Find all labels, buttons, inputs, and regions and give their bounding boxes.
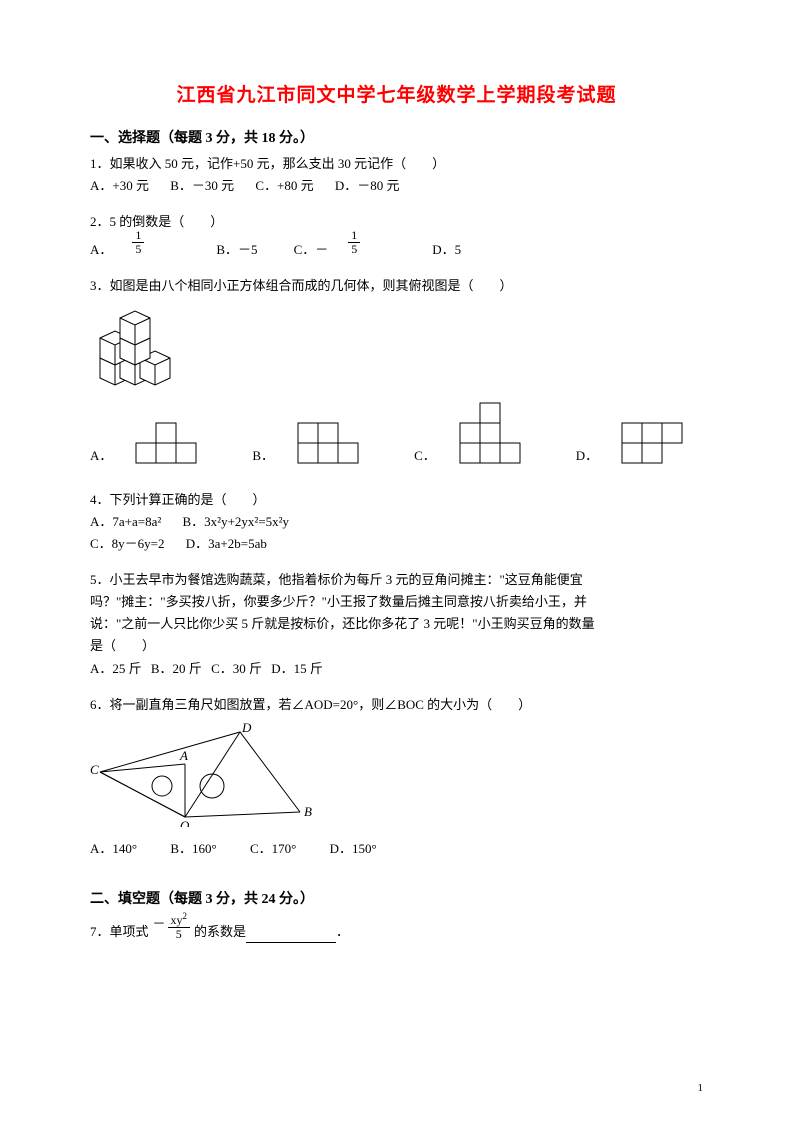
q7-prefix: 7．单项式 bbox=[90, 921, 149, 943]
fraction-den: 5 bbox=[132, 243, 144, 256]
question-4-options: A．7a+a=8a² B．3x²y+2yx²=5x²y bbox=[90, 511, 703, 533]
q3-option-a: A． bbox=[90, 419, 204, 467]
q2-option-c-label: C．－ bbox=[294, 239, 329, 261]
label-c: C bbox=[90, 762, 99, 777]
question-4: 4．下列计算正确的是（ ） A．7a+a=8a² B．3x²y+2yx²=5x²… bbox=[90, 489, 703, 555]
q5-line1: 5．小王去早市为餐馆选购蔬菜，他指着标价为每斤 3 元的豆角问摊主："这豆角能便… bbox=[90, 569, 703, 591]
question-2: 2．5 的倒数是（ ） A． 1 5 B．－5 C．－ 1 5 D．5 bbox=[90, 211, 703, 260]
q1-option-c: C．+80 元 bbox=[255, 175, 313, 197]
question-7: 7．单项式 － xy2 5 的系数是 ． bbox=[90, 914, 703, 943]
q7-blank bbox=[246, 928, 336, 943]
topview-c-icon bbox=[458, 399, 528, 467]
q4-option-c: C．8y－6y=2 bbox=[90, 533, 165, 555]
label-a: A bbox=[179, 748, 188, 763]
q5-line4: 是（ ） bbox=[90, 635, 703, 657]
question-5: 5．小王去早市为餐馆选购蔬菜，他指着标价为每斤 3 元的豆角问摊主："这豆角能便… bbox=[90, 569, 703, 679]
q2-option-b: B．－5 bbox=[216, 239, 257, 261]
q5-option-c: C．30 斤 bbox=[211, 658, 262, 680]
q2-option-a-label: A． bbox=[90, 239, 112, 261]
q7-den: 5 bbox=[168, 928, 191, 941]
q4-option-a: A．7a+a=8a² bbox=[90, 511, 161, 533]
document-title: 江西省九江市同文中学七年级数学上学期段考试题 bbox=[90, 80, 703, 107]
q5-line2: 吗？"摊主："多买按八折，你要多少斤？"小王报了数量后摊主同意按八折卖给小王，并 bbox=[90, 591, 703, 613]
cubes-3d-icon bbox=[90, 303, 200, 388]
fraction-num: 1 bbox=[132, 229, 144, 243]
question-2-options: A． 1 5 B．－5 C．－ 1 5 D．5 bbox=[90, 233, 703, 260]
q6-figure: C D A O B bbox=[90, 722, 703, 834]
question-6: 6．将一副直角三角尺如图放置，若∠AOD=20°，则∠BOC 的大小为（ ） bbox=[90, 694, 703, 860]
label-b: B bbox=[304, 804, 312, 819]
q3-option-a-label: A． bbox=[90, 445, 112, 467]
q5-option-d: D．15 斤 bbox=[271, 658, 323, 680]
question-3: 3．如图是由八个相同小正方体组合而成的几何体，则其俯视图是（ ） bbox=[90, 275, 703, 467]
q5-line3: 说："之前一人只比你少买 5 斤就是按标价，还比你多花了 3 元呢！"小王购买豆… bbox=[90, 613, 703, 635]
q2-option-c: C．－ 1 5 bbox=[294, 233, 397, 260]
section-1-heading: 一、选择题（每题 3 分，共 18 分。） bbox=[90, 127, 703, 147]
q6-option-a: A．140° bbox=[90, 838, 137, 860]
q4-option-d: D．3a+2b=5ab bbox=[186, 533, 267, 555]
triangle-setsquare-icon: C D A O B bbox=[90, 722, 320, 827]
question-4-options-2: C．8y－6y=2 D．3a+2b=5ab bbox=[90, 533, 703, 555]
question-1: 1．如果收入 50 元，记作+50 元，那么支出 30 元记作（ ） A．+30… bbox=[90, 153, 703, 197]
topview-a-icon bbox=[134, 419, 204, 467]
question-1-text: 1．如果收入 50 元，记作+50 元，那么支出 30 元记作（ ） bbox=[90, 153, 703, 175]
question-4-text: 4．下列计算正确的是（ ） bbox=[90, 489, 703, 511]
q7-num-text: xy bbox=[171, 913, 183, 927]
q4-option-b: B．3x²y+2yx²=5x²y bbox=[183, 511, 290, 533]
page-number: 1 bbox=[698, 1082, 704, 1094]
fraction-1-5: 1 5 bbox=[132, 229, 162, 256]
question-3-options: A． B． bbox=[90, 399, 703, 467]
q5-option-a: A．25 斤 bbox=[90, 658, 142, 680]
topview-d-icon bbox=[620, 419, 690, 467]
q7-num-sup: 2 bbox=[183, 911, 188, 921]
q2-option-d: D．5 bbox=[432, 239, 461, 261]
q1-option-d: D．－80 元 bbox=[335, 175, 400, 197]
q7-mid: 的系数是 bbox=[194, 921, 246, 943]
q3-option-d-label: D． bbox=[576, 445, 598, 467]
label-d: D bbox=[241, 722, 252, 735]
q7-neg: － bbox=[153, 913, 166, 935]
q3-option-c-label: C． bbox=[414, 445, 436, 467]
question-6-text: 6．将一副直角三角尺如图放置，若∠AOD=20°，则∠BOC 的大小为（ ） bbox=[90, 694, 703, 716]
question-2-text: 2．5 的倒数是（ ） bbox=[90, 211, 703, 233]
page: 江西省九江市同文中学七年级数学上学期段考试题 一、选择题（每题 3 分，共 18… bbox=[0, 0, 793, 1122]
q6-option-d: D．150° bbox=[330, 838, 377, 860]
question-5-options: A．25 斤 B．20 斤 C．30 斤 D．15 斤 bbox=[90, 658, 703, 680]
label-o: O bbox=[180, 818, 190, 827]
q7-num: xy2 bbox=[168, 912, 191, 928]
question-6-options: A．140° B．160° C．170° D．150° bbox=[90, 838, 703, 860]
q2-option-a: A． 1 5 bbox=[90, 233, 180, 260]
q6-option-b: B．160° bbox=[170, 838, 216, 860]
question-3-text: 3．如图是由八个相同小正方体组合而成的几何体，则其俯视图是（ ） bbox=[90, 275, 703, 297]
q3-option-d: D． bbox=[576, 419, 690, 467]
q5-option-b: B．20 斤 bbox=[151, 658, 202, 680]
section-2-heading: 二、填空题（每题 3 分，共 24 分。） bbox=[90, 888, 703, 908]
q1-option-b: B．－30 元 bbox=[170, 175, 234, 197]
q6-option-c: C．170° bbox=[250, 838, 296, 860]
q3-option-b: B． bbox=[252, 419, 366, 467]
question-1-options: A．+30 元 B．－30 元 C．+80 元 D．－80 元 bbox=[90, 175, 703, 197]
topview-b-icon bbox=[296, 419, 366, 467]
fraction-den: 5 bbox=[348, 243, 360, 256]
fraction-neg-1-5: 1 5 bbox=[348, 229, 378, 256]
q7-fraction: xy2 5 bbox=[168, 912, 191, 941]
q3-option-b-label: B． bbox=[252, 445, 274, 467]
q3-3d-figure bbox=[90, 303, 703, 395]
q7-suffix: ． bbox=[336, 921, 349, 943]
fraction-num: 1 bbox=[348, 229, 360, 243]
q1-option-a: A．+30 元 bbox=[90, 175, 149, 197]
q3-option-c: C． bbox=[414, 399, 528, 467]
